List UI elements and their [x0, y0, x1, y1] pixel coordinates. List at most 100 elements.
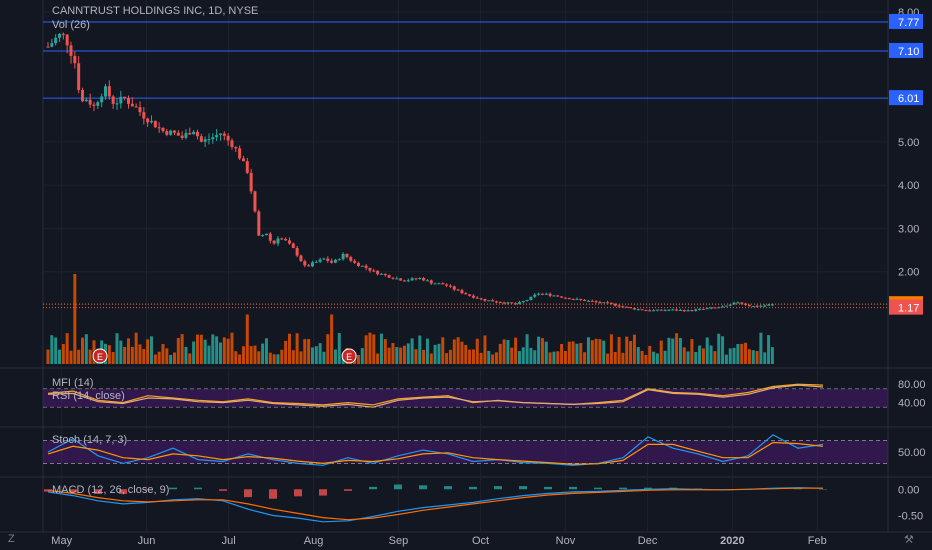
volume-bar [671, 338, 675, 364]
x-tick-label: Feb [808, 535, 827, 547]
candle-body [276, 238, 280, 244]
candle-body [387, 275, 391, 278]
candle-body [514, 303, 518, 305]
volume-bar [284, 340, 288, 364]
macd-series-line [47, 487, 823, 521]
volume-bar [387, 347, 391, 364]
timezone-icon[interactable]: Z [8, 533, 15, 545]
volume-bar [261, 343, 265, 364]
candle-body [732, 302, 736, 305]
candle-body [149, 120, 153, 123]
volume-bar [299, 351, 303, 364]
settings-icon[interactable]: ⚒ [904, 534, 914, 546]
candle-body [299, 255, 303, 262]
volume-bar [498, 343, 502, 364]
candle-body [590, 300, 594, 302]
candle-body [157, 127, 161, 129]
candle-body [211, 137, 215, 140]
volume-bar [709, 345, 713, 364]
candle-body [571, 299, 575, 301]
volume-bar [73, 274, 77, 364]
candle-body [498, 302, 502, 304]
candle-body [671, 309, 675, 311]
candle-body [218, 133, 222, 135]
volume-bar [268, 352, 272, 364]
macd-histogram-bar [719, 489, 727, 490]
candle-body [441, 283, 445, 285]
candle-body [721, 306, 725, 308]
candle-body [395, 278, 399, 280]
candle-body [548, 293, 552, 296]
volume-bar [537, 336, 541, 364]
candle-body [724, 305, 728, 307]
candle-body [287, 240, 291, 244]
volume-bar [291, 350, 295, 364]
candle-body [740, 302, 744, 304]
stoch-series-line [47, 434, 824, 466]
volume-bar [111, 352, 115, 364]
volume-bar [640, 350, 644, 364]
volume-bar [402, 345, 406, 364]
candle-body [199, 136, 203, 142]
volume-bar [617, 336, 621, 364]
candle-body [678, 310, 682, 312]
volume-bar [437, 343, 441, 364]
volume-bar [276, 354, 280, 364]
x-tick-label: Nov [556, 535, 576, 547]
candle-body [701, 308, 705, 310]
volume-bar [218, 342, 222, 364]
candle-body [755, 306, 759, 308]
volume-bar [448, 349, 452, 364]
price-tick-label: 2.00 [898, 267, 919, 279]
volume-bar [245, 314, 249, 364]
candle-body [188, 133, 192, 135]
volume-bar [418, 335, 422, 364]
candle-body [479, 298, 483, 300]
volume-bar [84, 334, 88, 364]
volume-bar [510, 347, 514, 364]
volume-bar [253, 345, 257, 364]
volume-bar [226, 338, 230, 364]
candle-body [694, 309, 698, 311]
candle-body [84, 99, 88, 102]
candle-body [230, 140, 234, 147]
candle-body [529, 296, 533, 301]
macd-histogram-bar [594, 487, 602, 490]
candle-body [322, 258, 326, 260]
candle-body [583, 299, 587, 302]
volume-bar [452, 339, 456, 364]
volume-bar [234, 351, 238, 364]
candle-body [698, 308, 702, 310]
volume-bar [326, 334, 330, 364]
volume-bar [494, 352, 498, 364]
candle-body [606, 302, 610, 304]
volume-bar [521, 347, 525, 364]
volume-bar [721, 336, 725, 364]
volume-bar [682, 347, 686, 364]
volume-bar [157, 351, 161, 364]
volume-bar [379, 333, 383, 364]
candle-body [770, 304, 774, 306]
volume-bar [583, 352, 587, 364]
candle-body [61, 33, 65, 35]
macd-histogram-bar [744, 489, 752, 490]
price-tick-label: 3.00 [898, 223, 919, 235]
volume-bar [767, 335, 771, 364]
volume-bar [502, 339, 506, 364]
level-badge [889, 90, 923, 106]
volume-bar [249, 346, 253, 364]
earnings-label: E [346, 352, 352, 362]
x-tick-label: Jun [138, 535, 156, 547]
candle-body [655, 309, 659, 311]
earnings-label: E [97, 352, 103, 362]
candle-body [456, 289, 460, 291]
volume-bar [422, 349, 426, 364]
macd-tick-label: 0.00 [898, 484, 919, 496]
candle-body [594, 301, 598, 303]
candle-body [364, 265, 368, 268]
volume-bar [188, 353, 192, 364]
volume-bar [192, 341, 196, 364]
volume-bar [755, 351, 759, 364]
volume-bar [391, 343, 395, 364]
